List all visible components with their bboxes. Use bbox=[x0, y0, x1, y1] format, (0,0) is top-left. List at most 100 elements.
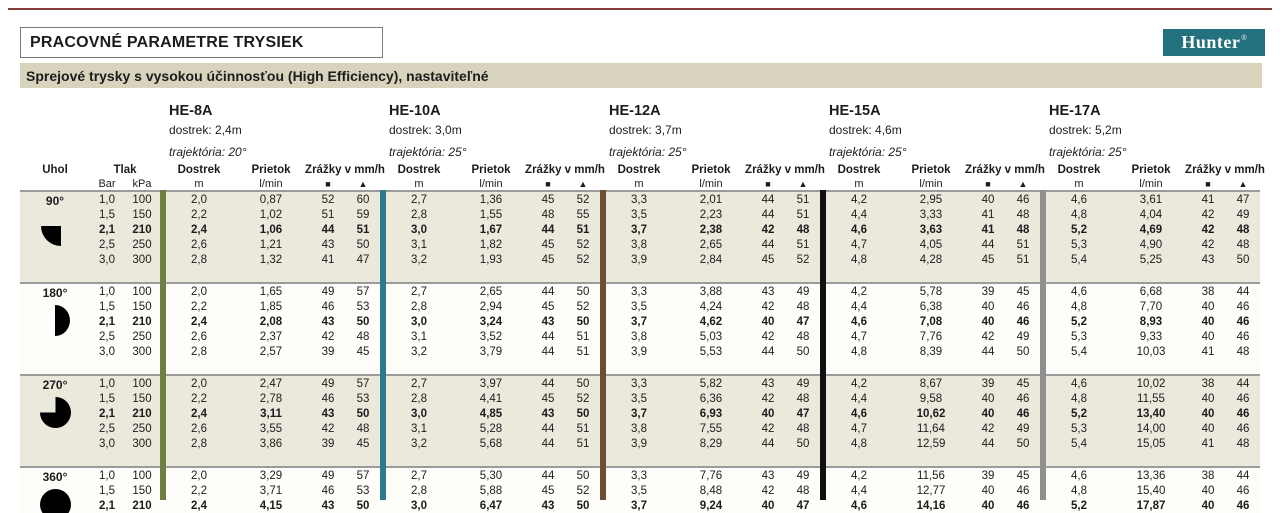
flow-value: 4,62 bbox=[699, 315, 723, 328]
nozzle-range-info: dostrek: 3,7m bbox=[609, 123, 682, 137]
precip-triangle-value: 50 bbox=[1016, 345, 1030, 358]
col-header-prietok: Prietok bbox=[691, 163, 731, 176]
flow-value: 2,23 bbox=[699, 208, 723, 221]
precip-triangle-value: 49 bbox=[796, 377, 810, 390]
precip-square-value: 42 bbox=[1201, 223, 1215, 236]
angle-cell: 360° bbox=[20, 468, 90, 513]
flow-value: 4,24 bbox=[699, 300, 723, 313]
pressure-kpa-value: 150 bbox=[132, 392, 152, 405]
flow-value: 6,68 bbox=[1139, 285, 1163, 298]
pressure-kpa-value: 100 bbox=[132, 469, 152, 482]
range-value: 4,7 bbox=[851, 330, 867, 343]
pressure-bar-value: 2,1 bbox=[99, 407, 115, 420]
precip-triangle-value: 52 bbox=[576, 238, 590, 251]
pressure-bar-value: 2,1 bbox=[99, 223, 115, 236]
precip-triangle-value: 48 bbox=[796, 392, 810, 405]
angle-group: 180° 1,0 100 2,0 1,65 49 57 2,7 2,65 44 50 3,3 3,88 4… bbox=[20, 282, 1260, 374]
nozzle-name: HE-12A bbox=[609, 103, 661, 119]
precip-square-value: 45 bbox=[761, 253, 775, 266]
range-value: 2,7 bbox=[411, 377, 427, 390]
range-value: 2,8 bbox=[191, 437, 207, 450]
precip-square-value: 44 bbox=[541, 377, 555, 390]
flow-value: 15,40 bbox=[1136, 484, 1166, 497]
range-value: 2,2 bbox=[191, 300, 207, 313]
nozzle-range-info: dostrek: 3,0m bbox=[389, 123, 462, 137]
precip-triangle-value: 53 bbox=[356, 484, 370, 497]
range-value: 4,8 bbox=[851, 253, 867, 266]
angle-label: 270° bbox=[42, 377, 68, 392]
col-header-prietok: Prietok bbox=[1131, 163, 1171, 176]
range-value: 5,4 bbox=[1071, 345, 1087, 358]
registered-mark: ® bbox=[1241, 35, 1247, 42]
range-value: 2,4 bbox=[191, 499, 207, 512]
precip-square-value: 45 bbox=[541, 392, 555, 405]
square-symbol: ■ bbox=[325, 178, 331, 189]
col-header-prietok: Prietok bbox=[911, 163, 951, 176]
precip-square-value: 40 bbox=[1201, 300, 1215, 313]
nozzle-range-info: dostrek: 2,4m bbox=[169, 123, 242, 137]
unit-bar: Bar bbox=[98, 177, 116, 190]
precip-triangle-value: 50 bbox=[576, 469, 590, 482]
precip-square-value: 45 bbox=[541, 484, 555, 497]
flow-value: 3,86 bbox=[259, 437, 283, 450]
pressure-kpa-value: 300 bbox=[132, 345, 152, 358]
precip-triangle-value: 50 bbox=[356, 499, 370, 512]
range-value: 4,4 bbox=[851, 208, 867, 221]
angle-label: 360° bbox=[42, 469, 68, 484]
precip-square-value: 41 bbox=[981, 223, 995, 236]
unit-kpa: kPa bbox=[132, 177, 152, 190]
pressure-kpa-value: 300 bbox=[132, 437, 152, 450]
unit-m: m bbox=[414, 177, 424, 190]
precip-triangle-value: 50 bbox=[356, 238, 370, 251]
flow-value: 2,01 bbox=[699, 193, 723, 206]
precip-square-value: 43 bbox=[541, 407, 555, 420]
range-value: 4,6 bbox=[1071, 193, 1087, 206]
pressure-bar-value: 2,5 bbox=[99, 330, 115, 343]
precip-square-value: 43 bbox=[541, 315, 555, 328]
flow-value: 7,55 bbox=[699, 422, 723, 435]
flow-value: 2,84 bbox=[699, 253, 723, 266]
precip-triangle-value: 49 bbox=[1016, 330, 1030, 343]
precip-triangle-value: 49 bbox=[796, 469, 810, 482]
angle-label: 180° bbox=[42, 285, 68, 300]
flow-value: 10,03 bbox=[1136, 345, 1166, 358]
range-value: 3,0 bbox=[411, 499, 427, 512]
range-value: 3,1 bbox=[411, 238, 427, 251]
angle-cell: 90° bbox=[20, 192, 90, 282]
precip-square-value: 39 bbox=[981, 285, 995, 298]
range-value: 5,2 bbox=[1071, 315, 1087, 328]
precip-square-value: 40 bbox=[761, 315, 775, 328]
range-value: 2,8 bbox=[411, 300, 427, 313]
pressure-bar-value: 1,0 bbox=[99, 285, 115, 298]
range-value: 2,6 bbox=[191, 330, 207, 343]
precip-square-value: 44 bbox=[541, 345, 555, 358]
precip-triangle-value: 48 bbox=[796, 330, 810, 343]
range-value: 4,8 bbox=[1071, 392, 1087, 405]
pressure-bar-value: 1,5 bbox=[99, 484, 115, 497]
flow-value: 5,68 bbox=[479, 437, 503, 450]
precip-triangle-value: 50 bbox=[576, 407, 590, 420]
precip-triangle-value: 46 bbox=[1016, 499, 1030, 512]
flow-value: 13,40 bbox=[1136, 407, 1166, 420]
range-value: 2,0 bbox=[191, 193, 207, 206]
precip-square-value: 49 bbox=[321, 285, 335, 298]
section-subtitle-bar: Sprejové trysky s vysokou účinnosťou (Hi… bbox=[20, 63, 1262, 88]
flow-value: 2,65 bbox=[479, 285, 503, 298]
table-body: 90° 1,0 100 2,0 0,87 52 60 2,7 1,36 45 52 3,3 2,01 44… bbox=[20, 190, 1260, 513]
pressure-kpa-value: 100 bbox=[132, 285, 152, 298]
precip-triangle-value: 50 bbox=[1236, 253, 1250, 266]
precip-triangle-value: 55 bbox=[576, 208, 590, 221]
col-header-dostrek: Dostrek bbox=[397, 163, 441, 176]
precip-square-value: 40 bbox=[981, 407, 995, 420]
flow-value: 6,93 bbox=[699, 407, 723, 420]
precip-square-value: 40 bbox=[981, 499, 995, 512]
precip-square-value: 44 bbox=[541, 223, 555, 236]
precip-triangle-value: 57 bbox=[356, 377, 370, 390]
precip-triangle-value: 46 bbox=[1236, 392, 1250, 405]
range-value: 2,0 bbox=[191, 469, 207, 482]
flow-value: 8,48 bbox=[699, 484, 723, 497]
range-value: 3,7 bbox=[631, 407, 647, 420]
precip-triangle-value: 48 bbox=[356, 422, 370, 435]
flow-value: 5,30 bbox=[479, 469, 503, 482]
nozzle-range-info: dostrek: 5,2m bbox=[1049, 123, 1122, 137]
